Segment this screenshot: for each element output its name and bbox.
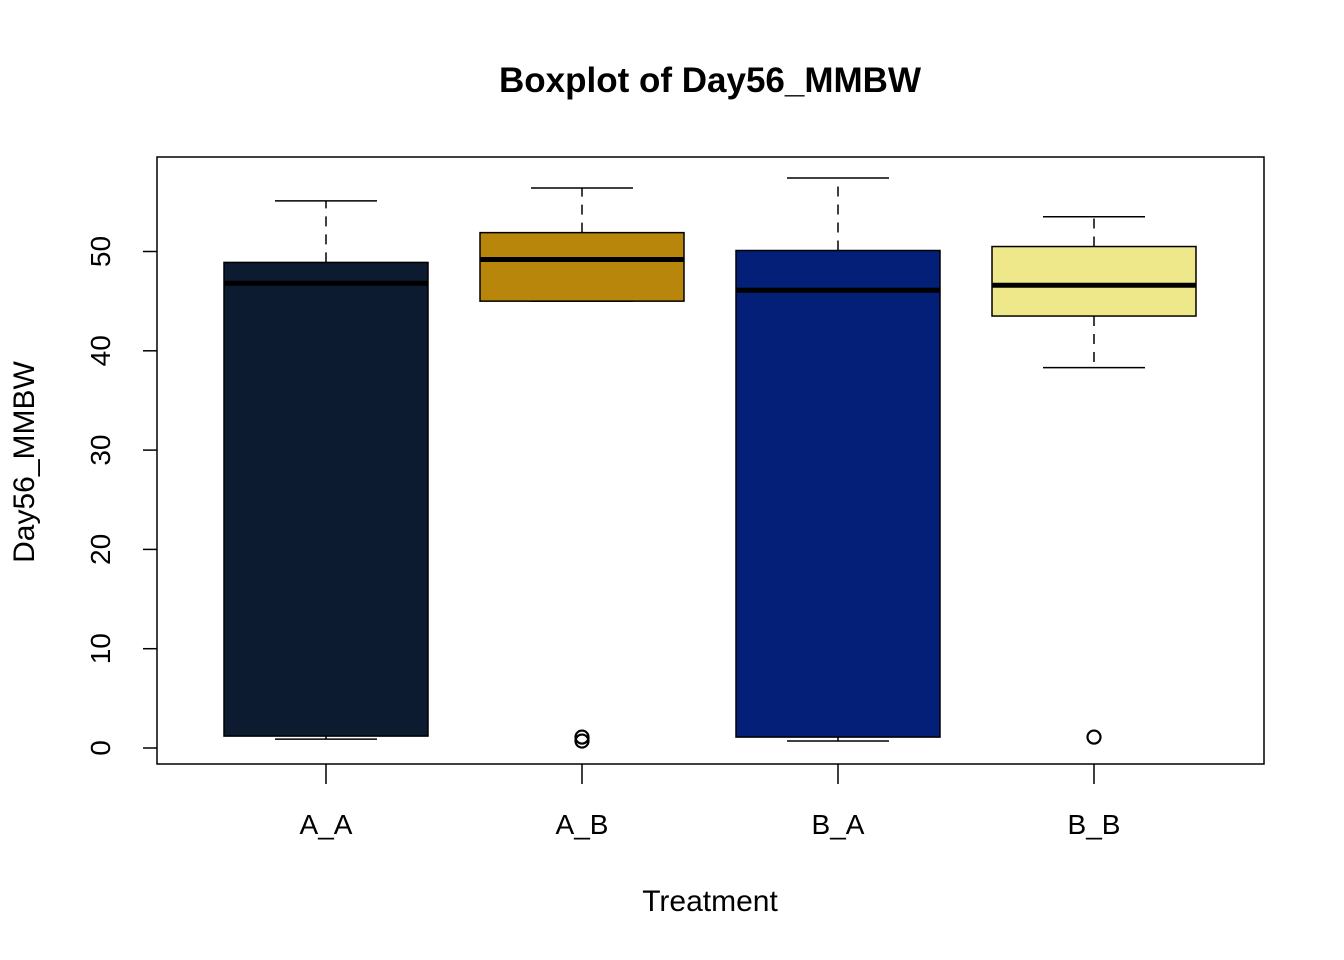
- x-tick-label: A_B: [556, 809, 609, 840]
- box: [479, 231, 685, 302]
- box: [223, 261, 429, 737]
- y-tick-label: 10: [85, 633, 116, 664]
- outlier-point: [1086, 729, 1102, 745]
- y-tick-label: 0: [85, 740, 116, 756]
- x-tick-label: B_B: [1068, 809, 1121, 840]
- x-tick-label: A_A: [300, 809, 353, 840]
- box: [735, 249, 941, 738]
- plot-frame: [156, 156, 1265, 765]
- outlier-point: [574, 733, 590, 749]
- y-tick-label: 20: [85, 534, 116, 565]
- y-tick-label: 40: [85, 335, 116, 366]
- y-axis-label: Day56_MMBW: [8, 360, 41, 562]
- box: [991, 245, 1197, 317]
- x-axis-label: Treatment: [642, 885, 778, 918]
- y-axis: 0 10 20 30 40 50: [85, 236, 157, 756]
- y-tick-label: 30: [85, 435, 116, 466]
- x-tick-label: B_A: [812, 809, 865, 840]
- box-group-b-b: [991, 215, 1197, 745]
- chart-title: Boxplot of Day56_MMBW: [499, 61, 921, 100]
- x-axis: A_A A_B B_A B_B: [300, 764, 1121, 840]
- outlier-point: [574, 729, 590, 745]
- y-tick-label: 50: [85, 236, 116, 267]
- box-group-a-a: [223, 200, 429, 740]
- box-group-b-a: [735, 177, 941, 742]
- box-group-a-b: [479, 187, 685, 749]
- box-series: [223, 177, 1197, 749]
